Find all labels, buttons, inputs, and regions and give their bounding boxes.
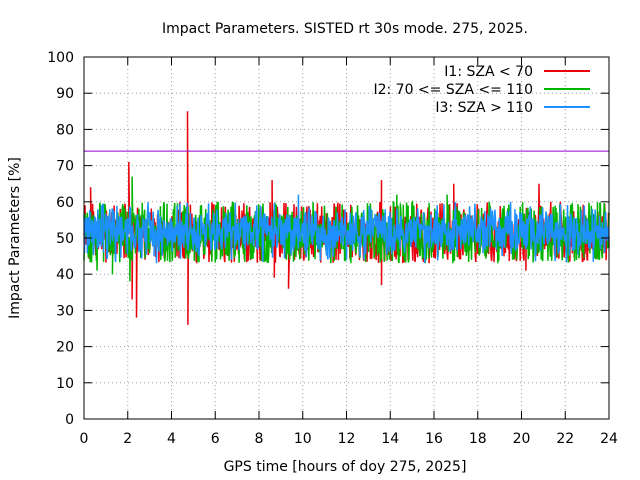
- y-tick-label: 90: [56, 86, 74, 102]
- x-tick-label: 14: [381, 431, 399, 447]
- y-tick-label: 50: [56, 231, 74, 247]
- x-tick-label: 10: [294, 431, 312, 447]
- series-layer: [83, 111, 610, 325]
- x-tick-label: 0: [80, 431, 89, 447]
- y-tick-label: 100: [47, 50, 74, 66]
- y-tick-label: 0: [65, 412, 74, 428]
- x-tick-label: 8: [255, 431, 264, 447]
- y-tick-label: 40: [56, 267, 74, 283]
- x-tick-label: 6: [211, 431, 220, 447]
- plot-frame: [83, 56, 610, 420]
- x-tick-label: 24: [600, 431, 618, 447]
- y-tick-label: 30: [56, 303, 74, 319]
- legend: I1: SZA < 70 I2: 70 <= SZA <= 110 I3: SZA …: [373, 64, 590, 116]
- y-tick-label: 10: [56, 376, 74, 392]
- x-tick-label: 22: [556, 431, 574, 447]
- legend-label-3: I3: SZA > 110: [435, 100, 533, 116]
- x-tick-label: 12: [338, 431, 356, 447]
- legend-label-1: I1: SZA < 70: [444, 64, 533, 80]
- x-tick-label: 20: [513, 431, 531, 447]
- y-tick-label: 60: [56, 195, 74, 211]
- series-line-3: [83, 194, 610, 264]
- y-tick-label: 80: [56, 122, 74, 138]
- x-tick-label: 16: [425, 431, 443, 447]
- y-axis-label: Impact Parameters [%]: [7, 157, 23, 319]
- y-tick-label: 20: [56, 340, 74, 356]
- x-tick-label: 4: [167, 431, 176, 447]
- y-tick-label: 70: [56, 159, 74, 175]
- legend-label-2: I2: 70 <= SZA <= 110: [373, 82, 533, 98]
- chart-title: Impact Parameters. SISTED rt 30s mode. 2…: [162, 21, 528, 37]
- x-axis-label: GPS time [hours of doy 275, 2025]: [224, 459, 467, 475]
- x-tick-label: 18: [469, 431, 487, 447]
- x-tick-label: 2: [123, 431, 132, 447]
